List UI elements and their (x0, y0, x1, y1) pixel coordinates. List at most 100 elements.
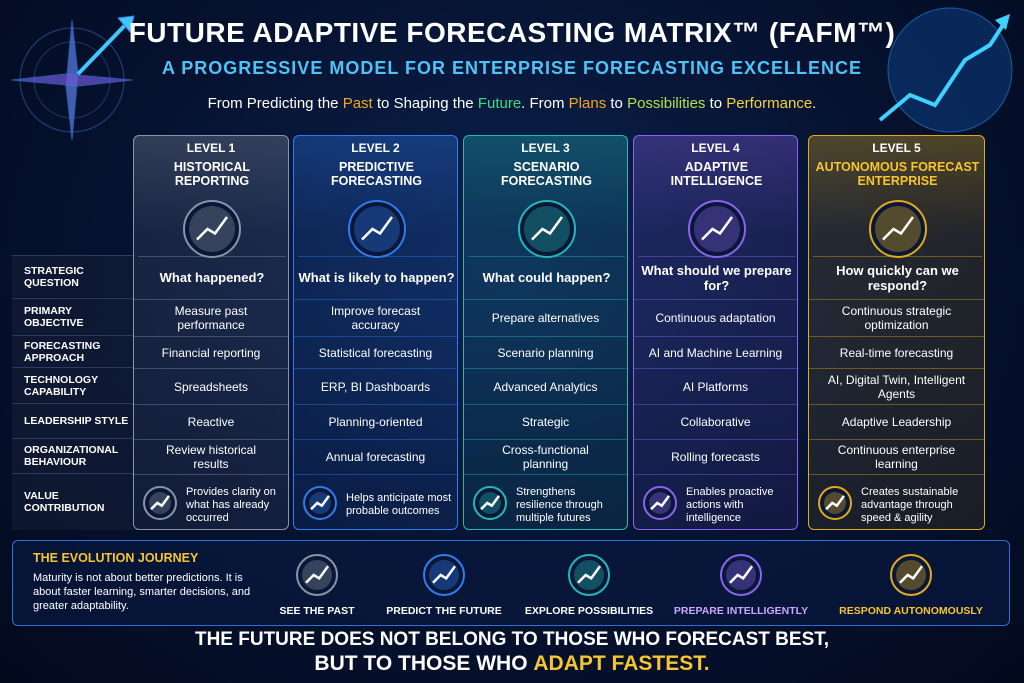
icon (143, 486, 177, 520)
icon (473, 486, 507, 520)
level-column: LEVEL 4 ADAPTIVE INTELLIGENCE What should… (633, 135, 798, 530)
value-cell: Provides clarity on what has already occ… (134, 474, 288, 531)
value-text: Strengthens resilience through multiple … (516, 485, 603, 524)
step-label: SEE THE PAST (279, 605, 355, 617)
cell: Strategic (464, 404, 627, 439)
level-name: PREDICTIVE FORECASTING (331, 160, 422, 188)
value-cell: Enables proactive actions with intellige… (634, 474, 797, 531)
icon (423, 554, 465, 596)
text-run: ADAPT FASTEST. (533, 652, 710, 675)
cell: AI Platforms (634, 368, 797, 404)
icon (643, 486, 677, 520)
cell: Collaborative (634, 404, 797, 439)
row-label: TECHNOLOGY CAPABILITY (12, 367, 133, 403)
value-text: Creates sustainable advantage through sp… (861, 485, 959, 524)
icon (720, 554, 762, 596)
text-run: Future (477, 94, 522, 112)
row-label: ORGANIZATIONAL BEHAVIOUR (12, 438, 133, 473)
row-label: PRIMARY OBJECTIVE (12, 298, 133, 335)
cell: Advanced Analytics (464, 368, 627, 404)
footer-line-1: THE FUTURE DOES NOT BELONG TO THOSE WHO … (194, 629, 830, 650)
cell: Cross-functional planning (464, 439, 627, 474)
step-label: PREDICT THE FUTURE (386, 605, 502, 617)
text-run: BUT TO THOSE WHO (314, 652, 534, 675)
level-number: LEVEL 4 (691, 141, 740, 155)
value-text: Enables proactive actions with intellige… (686, 485, 774, 524)
cell: ERP, BI Dashboards (294, 368, 457, 404)
footer-line-2: BUT TO THOSE WHO ADAPT FASTEST. (60, 652, 964, 676)
globe (878, 7, 1013, 133)
strategic-question: What could happen? (468, 256, 625, 298)
icon (347, 200, 406, 258)
value-text: Helps anticipate most probable outcomes (346, 492, 452, 517)
level-number: LEVEL 5 (872, 141, 921, 155)
icon (517, 200, 576, 258)
strategic-question: What is likely to happen? (298, 256, 455, 298)
level-name: HISTORICAL REPORTING (173, 160, 251, 188)
cell: Prepare alternatives (464, 299, 627, 336)
cell: Continuous strategic optimization (809, 299, 984, 336)
text-run: Plans (568, 94, 607, 112)
cell: Spreadsheets (134, 368, 288, 404)
cell: AI, Digital Twin, Intelligent Agents (809, 368, 984, 404)
strategic-question: What happened? (138, 256, 286, 298)
level-number: LEVEL 3 (521, 141, 570, 155)
level-number: LEVEL 1 (186, 141, 236, 155)
row-label: LEADERSHIP STYLE (12, 403, 133, 438)
compass (11, 15, 135, 141)
cell: AI and Machine Learning (634, 336, 797, 368)
text-run: . (812, 94, 817, 112)
level-column: LEVEL 1 HISTORICAL REPORTING What happene… (133, 135, 289, 530)
icon (303, 486, 337, 520)
tagline: From Predicting the Past to Shaping the … (100, 92, 924, 114)
cell: Statistical forecasting (294, 336, 457, 368)
level-name: SCENARIO FORECASTING (501, 160, 592, 188)
value-cell: Strengthens resilience through multiple … (464, 474, 627, 531)
cell: Rolling forecasts (634, 439, 797, 474)
level-name: AUTONOMOUS FORECAST ENTERPRISE (815, 160, 980, 188)
text-run: to (705, 94, 727, 112)
step-label: RESPOND AUTONOMOUSLY (839, 605, 983, 617)
cell: Measure past performance (134, 299, 288, 336)
icon (890, 554, 932, 596)
row-label: VALUE CONTRIBUTION (12, 473, 133, 530)
cell: Review historical results (134, 439, 288, 474)
icon (868, 200, 927, 258)
cell: Real-time forecasting (809, 336, 984, 368)
cell: Planning-oriented (294, 404, 457, 439)
title: FUTURE ADAPTIVE FORECASTING MATRIX™ (FAF… (128, 17, 896, 48)
value-cell: Helps anticipate most probable outcomes (294, 474, 457, 531)
icon (687, 200, 746, 258)
text-run: Performance (726, 94, 813, 112)
cell: Adaptive Leadership (809, 404, 984, 439)
step-label: PREPARE INTELLIGENTLY (673, 605, 809, 617)
subtitle: A PROGRESSIVE MODEL FOR ENTERPRISE FOREC… (161, 57, 863, 78)
text-run: . From (521, 94, 569, 112)
cell: Improve forecast accuracy (294, 299, 457, 336)
cell: Scenario planning (464, 336, 627, 368)
icon (296, 554, 338, 596)
step-label: EXPLORE POSSIBILITIES (524, 605, 654, 617)
text-run: to Shaping the (372, 94, 478, 112)
cell: Continuous adaptation (634, 299, 797, 336)
strategic-question: What should we prepare for? (638, 256, 795, 298)
text-run: Possibilities (627, 94, 706, 112)
arrow (649, 567, 681, 583)
arrow (810, 567, 842, 583)
cell: Financial reporting (134, 336, 288, 368)
arrow (501, 567, 533, 583)
journey-title: THE EVOLUTION JOURNEY (33, 551, 199, 565)
cell: Annual forecasting (294, 439, 457, 474)
strategic-question: How quickly can we respond? (813, 256, 982, 298)
row-label: STRATEGIC QUESTION (12, 255, 133, 297)
journey-panel: THE EVOLUTION JOURNEY Maturity is not abo… (12, 540, 1010, 626)
icon (183, 200, 241, 258)
row-label: FORECASTING APPROACH (12, 335, 133, 367)
text-run: From Predicting the (207, 94, 343, 112)
level-column: LEVEL 2 PREDICTIVE FORECASTING What is li… (293, 135, 458, 530)
text-run: to (606, 94, 628, 112)
level-number: LEVEL 2 (351, 141, 400, 155)
icon (568, 554, 610, 596)
